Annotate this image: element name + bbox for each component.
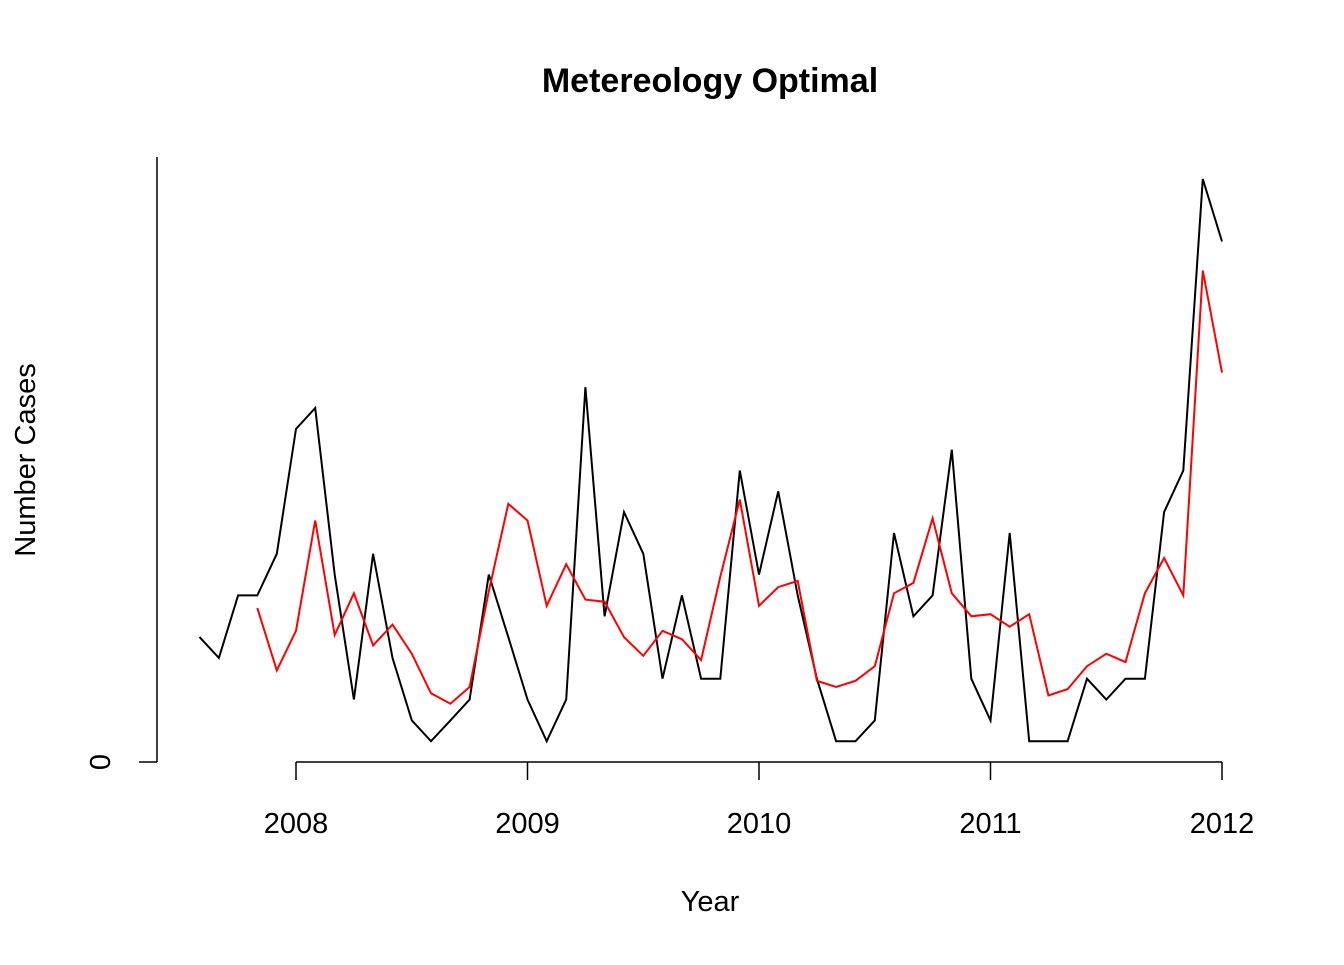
x-axis-label: Year [681, 886, 740, 918]
x-tick-label: 2012 [1190, 808, 1255, 840]
y-axis-label: Number Cases [10, 363, 42, 556]
y-tick-label: 0 [85, 754, 117, 770]
chart-title: Metereology Optimal [542, 62, 878, 100]
x-tick-label: 2010 [727, 808, 792, 840]
x-tick-label: 2009 [495, 808, 560, 840]
series-line-red [256, 270, 1223, 705]
plot-area: 0 2008 2009 2010 2011 2012 [85, 157, 1254, 840]
x-tick-label: 2008 [264, 808, 329, 840]
series-line-black [198, 178, 1223, 744]
x-tick-label: 2011 [959, 808, 1021, 840]
